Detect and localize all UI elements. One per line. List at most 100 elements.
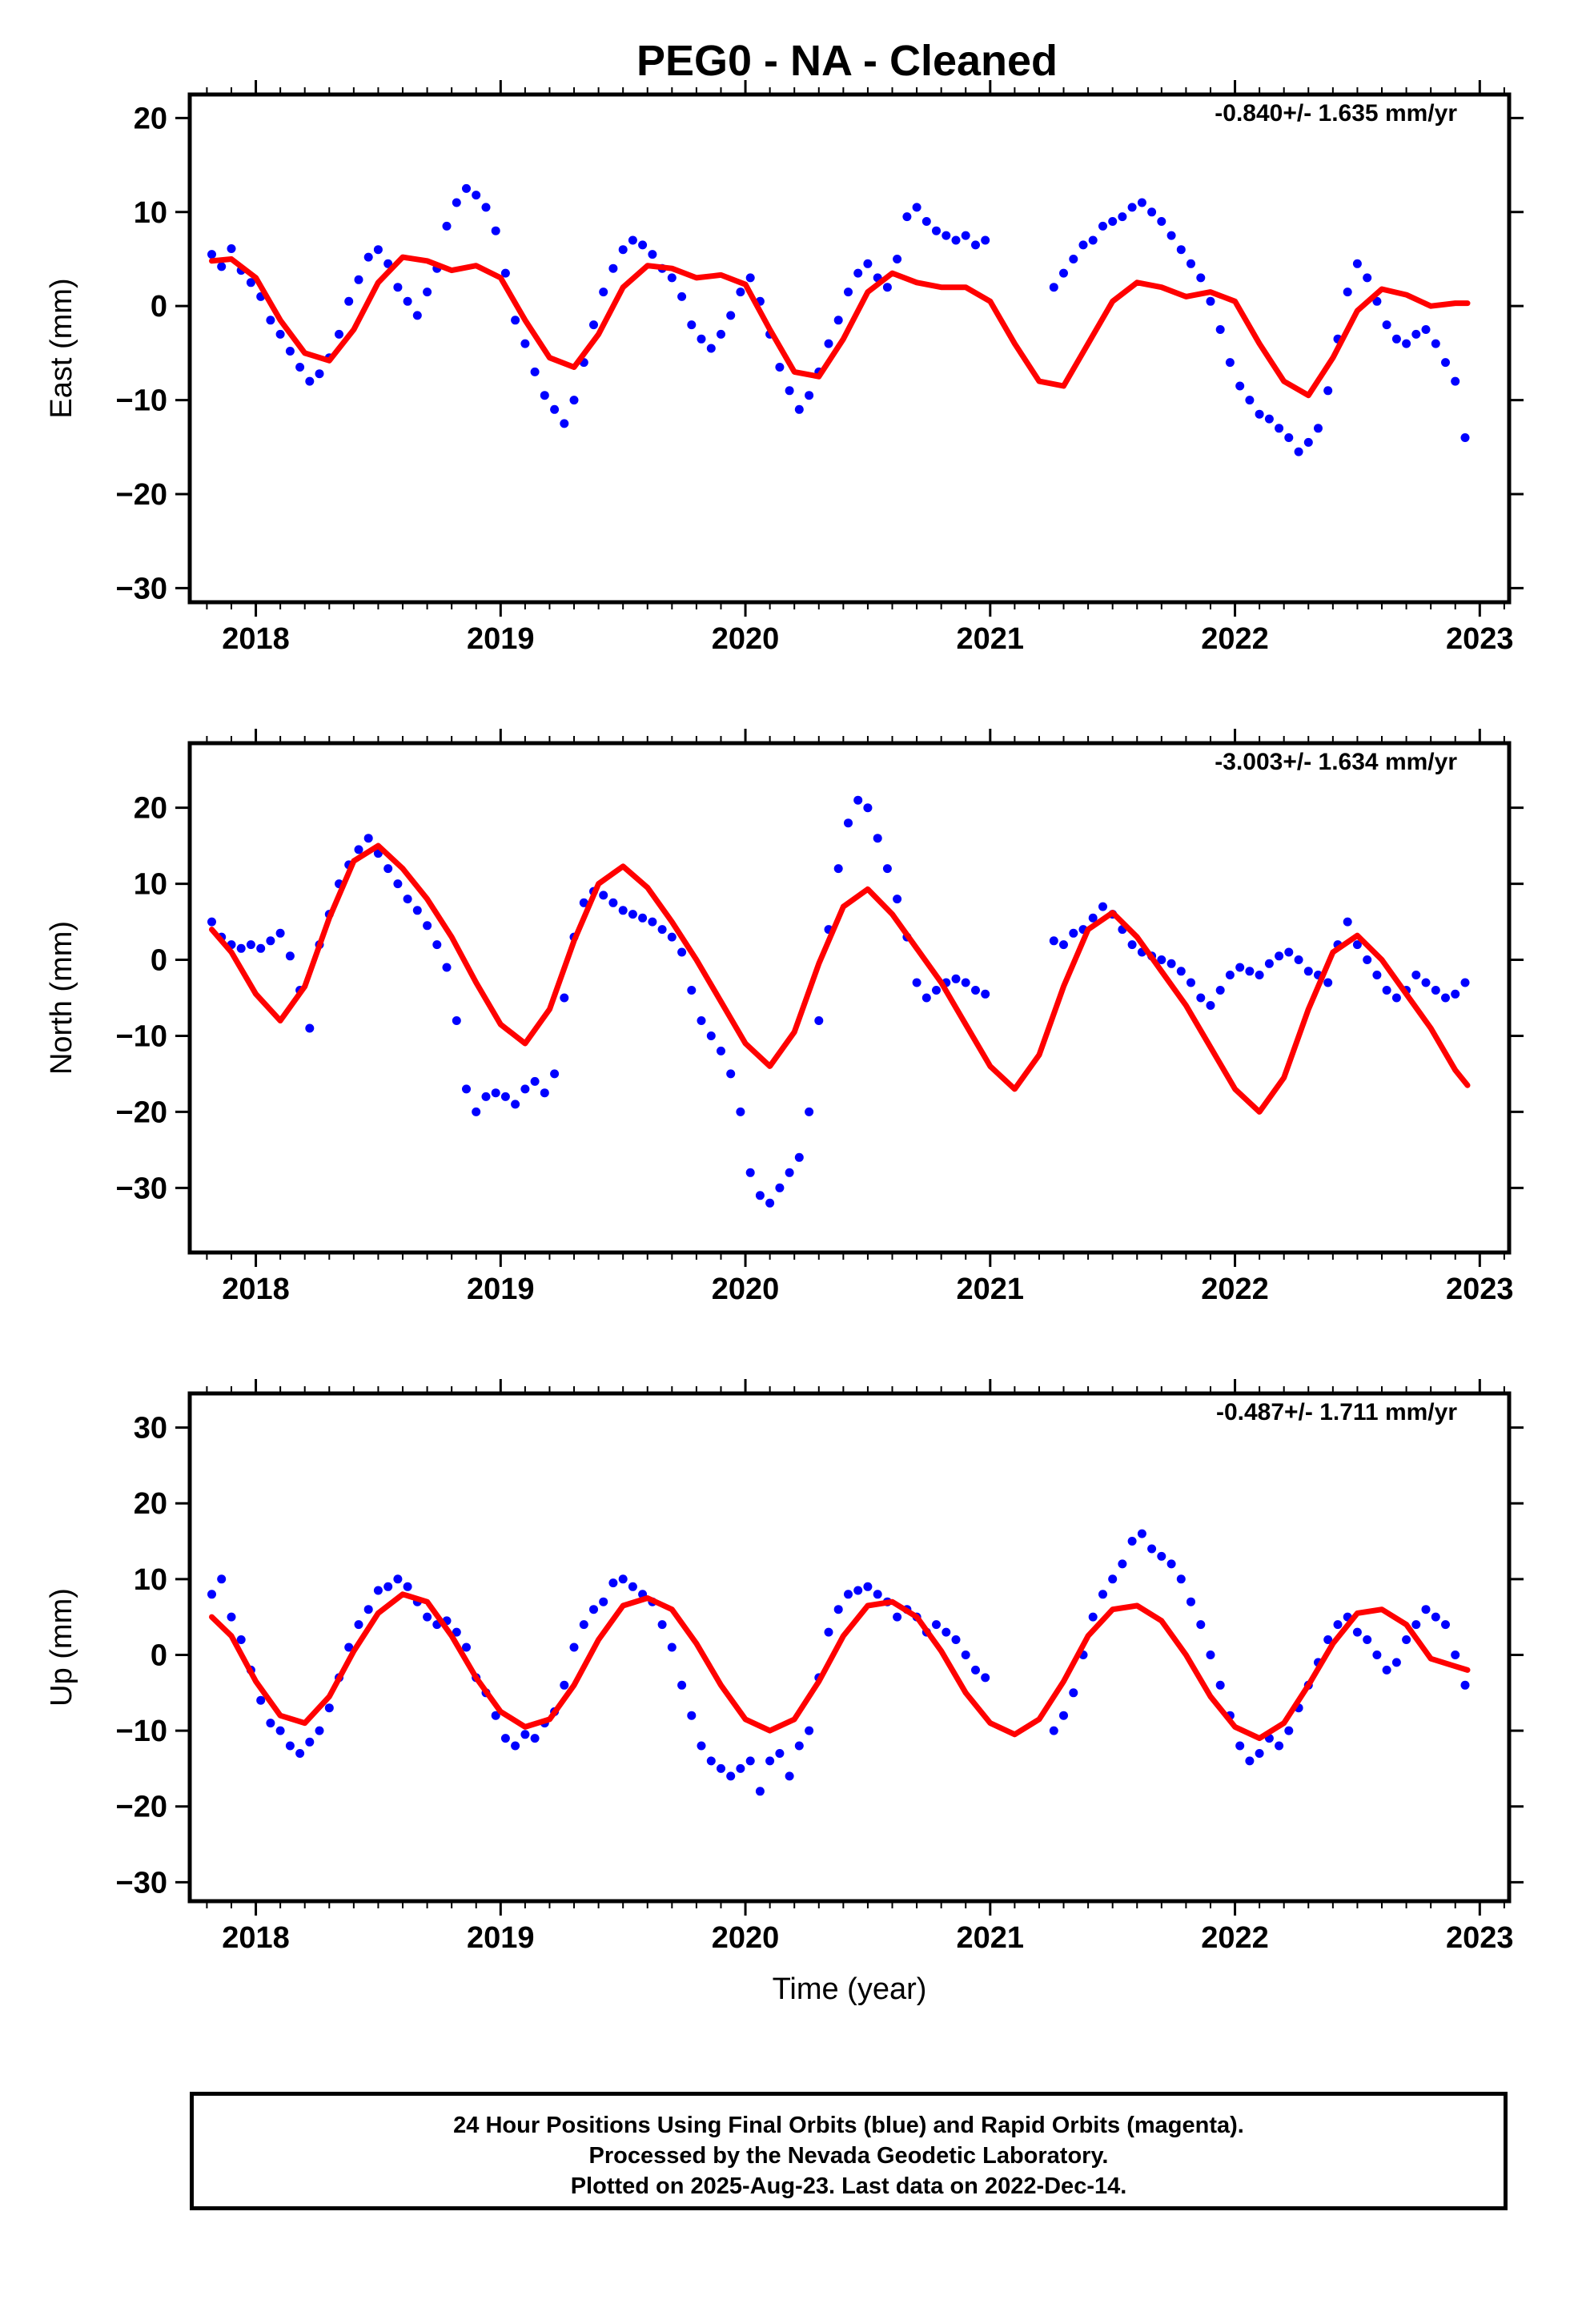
data-point: [491, 1088, 500, 1098]
data-point: [363, 834, 373, 843]
data-point: [354, 845, 363, 854]
y-tick-label: −20: [116, 1096, 167, 1129]
data-point: [1157, 955, 1166, 964]
data-point: [726, 311, 736, 320]
data-point: [511, 1100, 520, 1109]
data-point: [432, 940, 442, 950]
data-point: [403, 296, 412, 306]
data-point: [608, 263, 618, 273]
data-point: [1264, 414, 1274, 424]
x-tick-label: 2022: [1201, 1273, 1269, 1306]
data-point: [893, 1612, 902, 1622]
data-point: [511, 1741, 520, 1751]
data-point: [1059, 940, 1068, 950]
data-point: [1314, 424, 1323, 433]
data-point: [1333, 1620, 1343, 1630]
data-point: [246, 278, 255, 287]
data-point: [452, 198, 461, 207]
data-point: [1127, 203, 1137, 212]
data-point: [1391, 993, 1401, 1003]
data-point: [500, 1734, 510, 1743]
data-point: [863, 803, 873, 813]
y-tick-label: 0: [151, 1638, 167, 1672]
data-point: [354, 1620, 363, 1630]
data-point: [844, 287, 853, 297]
data-point: [236, 1635, 246, 1644]
y-tick-label: 10: [134, 868, 167, 902]
data-point: [599, 287, 608, 297]
data-point: [1451, 376, 1460, 386]
data-point: [628, 235, 637, 245]
data-point: [1108, 217, 1118, 226]
x-tick-label: 2018: [222, 1921, 290, 1955]
data-point: [500, 268, 510, 278]
data-point: [824, 1627, 833, 1637]
data-point: [1176, 245, 1186, 255]
data-point: [706, 1031, 716, 1040]
data-point: [1186, 259, 1195, 268]
x-tick-label: 2021: [957, 1273, 1025, 1306]
data-point: [1127, 1537, 1137, 1546]
data-point: [1352, 1627, 1362, 1637]
data-point: [472, 191, 481, 200]
data-point: [295, 363, 305, 372]
data-point: [833, 864, 843, 874]
data-point: [393, 879, 403, 889]
data-point: [295, 1749, 305, 1758]
data-point: [207, 917, 216, 927]
data-point: [1225, 971, 1235, 979]
data-point: [1372, 1651, 1382, 1659]
data-point: [1137, 198, 1146, 207]
data-point: [961, 1651, 970, 1659]
data-point: [462, 1084, 471, 1094]
data-point: [706, 344, 716, 353]
data-point: [1363, 955, 1372, 964]
data-point: [520, 339, 530, 348]
data-point: [491, 1711, 500, 1720]
data-point: [1147, 207, 1157, 217]
data-point: [383, 259, 393, 268]
x-tick-label: 2022: [1201, 622, 1269, 656]
data-point: [932, 1620, 941, 1630]
data-point: [423, 287, 432, 297]
data-point: [1206, 1651, 1215, 1659]
data-point: [520, 1730, 530, 1739]
data-point: [902, 212, 912, 222]
note-line-2: Processed by the Nevada Geodetic Laborat…: [588, 2143, 1109, 2169]
data-point: [530, 1734, 540, 1743]
data-point: [560, 993, 569, 1003]
data-point: [1049, 283, 1058, 292]
data-point: [1294, 447, 1303, 456]
data-point: [657, 925, 667, 935]
data-point: [315, 1726, 324, 1735]
data-point: [1137, 1529, 1146, 1538]
note-line-1: 24 Hour Positions Using Final Orbits (bl…: [453, 2113, 1244, 2138]
fit-line: [209, 1591, 1471, 1742]
data-point: [1275, 951, 1284, 961]
data-point: [805, 1726, 814, 1735]
data-point: [217, 262, 227, 271]
data-point: [1402, 339, 1411, 348]
data-point: [1421, 325, 1431, 334]
y-tick-label: 20: [134, 1487, 167, 1521]
data-point: [921, 217, 931, 226]
data-point: [1411, 971, 1421, 979]
data-point: [844, 1590, 853, 1599]
data-point: [833, 1605, 843, 1614]
data-point: [1215, 1680, 1225, 1690]
processing-note: 24 Hour Positions Using Final Orbits (bl…: [190, 2092, 1508, 2210]
data-point: [530, 1076, 540, 1086]
y-axis-label: East (mm): [45, 278, 78, 418]
data-point: [677, 947, 687, 957]
y-tick-label: −30: [116, 572, 167, 605]
data-point: [275, 1726, 285, 1735]
x-tick-label: 2023: [1446, 1273, 1514, 1306]
data-point: [285, 951, 295, 961]
data-point: [1284, 947, 1294, 957]
data-point: [403, 895, 412, 904]
data-point: [393, 1574, 403, 1584]
data-point: [599, 891, 608, 900]
plot-frame: [187, 1391, 1512, 1904]
data-point: [452, 1016, 461, 1025]
data-point: [775, 363, 785, 372]
